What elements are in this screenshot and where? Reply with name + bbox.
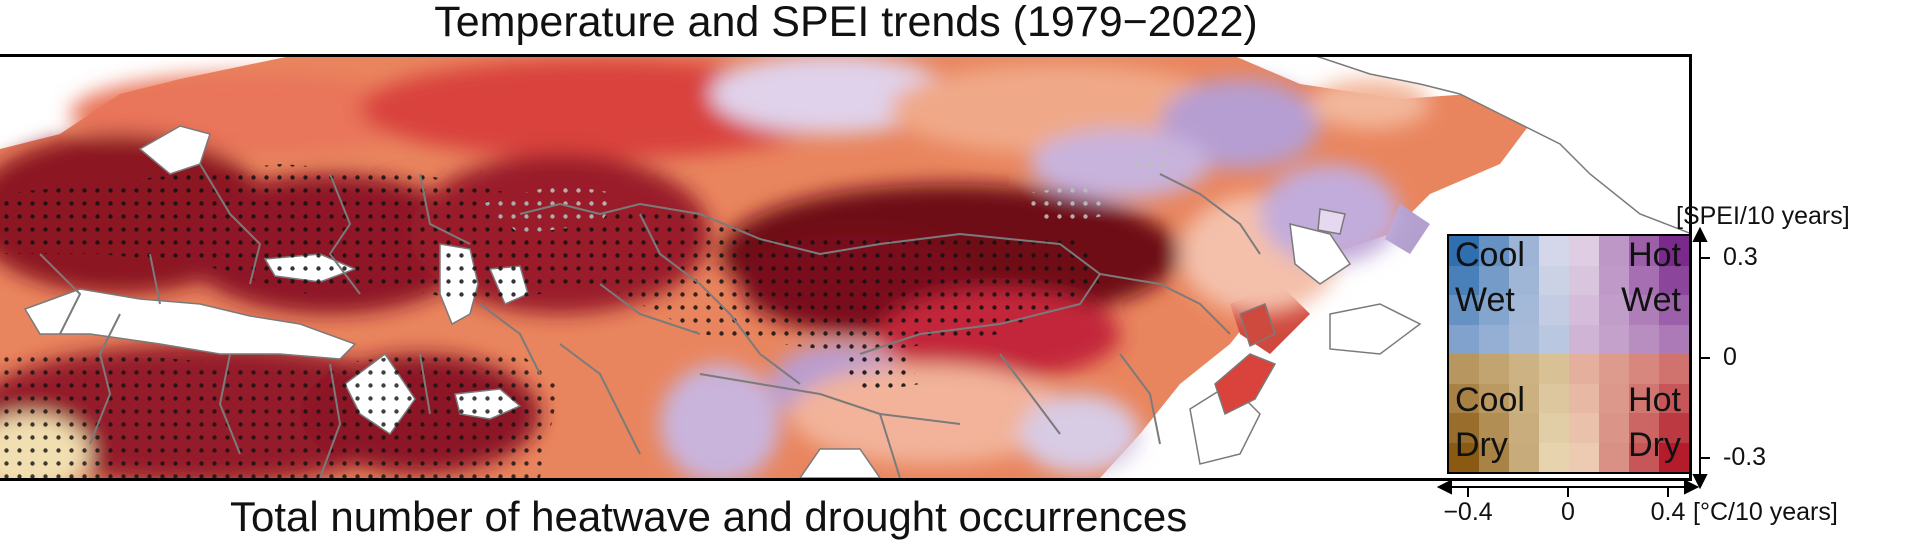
legend-cell (1539, 324, 1569, 354)
legend-cell (1569, 265, 1599, 295)
legend-cell (1449, 383, 1479, 413)
legend-cool-dry-label-1: Cool (1455, 381, 1525, 419)
legend-hot-wet-label-2: Wet (1621, 281, 1681, 319)
legend-cell (1659, 354, 1689, 384)
legend-cell (1509, 295, 1539, 325)
legend-hot-dry-label-1: Hot (1628, 381, 1681, 419)
legend-cell (1659, 442, 1689, 472)
legend-cell (1449, 295, 1479, 325)
legend-cell (1599, 442, 1629, 472)
legend-cell (1509, 324, 1539, 354)
legend-cell (1509, 413, 1539, 443)
legend-hot-wet-label-1: Hot (1628, 236, 1681, 274)
legend-x-tick-label: 0 (1561, 498, 1575, 526)
legend-y-tick-label: 0 (1723, 343, 1737, 371)
stippling (0, 149, 1180, 478)
legend-x-axis-arrow-left (1436, 479, 1452, 495)
legend-cell (1449, 442, 1479, 472)
legend-cell (1659, 413, 1689, 443)
legend-y-tick-label: 0.3 (1723, 243, 1758, 271)
legend-cell (1629, 442, 1659, 472)
legend-cell (1629, 383, 1659, 413)
legend-cell (1479, 442, 1509, 472)
legend-cell (1539, 265, 1569, 295)
legend-cell (1569, 354, 1599, 384)
legend-cell (1629, 413, 1659, 443)
legend-cell (1539, 413, 1569, 443)
legend-cell (1599, 413, 1629, 443)
legend-cell (1569, 442, 1599, 472)
legend-cell (1449, 413, 1479, 443)
legend-cool-dry-label-2: Dry (1455, 426, 1508, 464)
legend-cell (1659, 265, 1689, 295)
map-canvas (0, 54, 1692, 478)
legend-cool-wet-label-2: Wet (1455, 281, 1515, 319)
legend-cell (1449, 265, 1479, 295)
legend-cell (1599, 324, 1629, 354)
legend-cell (1479, 354, 1509, 384)
legend-cell (1659, 295, 1689, 325)
legend-color-grid (1447, 234, 1691, 474)
legend-cell (1539, 442, 1569, 472)
legend-hot-dry-label-2: Dry (1628, 426, 1681, 464)
legend-cell (1659, 236, 1689, 266)
legend-cell (1569, 324, 1599, 354)
legend-cell (1509, 383, 1539, 413)
legend-cell (1449, 324, 1479, 354)
legend-cell (1629, 354, 1659, 384)
legend-cell (1539, 236, 1569, 266)
legend-cell (1569, 236, 1599, 266)
legend-cell (1449, 236, 1479, 266)
legend-cell (1599, 354, 1629, 384)
legend-cell (1509, 236, 1539, 266)
legend-cell (1509, 442, 1539, 472)
legend-x-tick-label: 0.4 (1650, 498, 1686, 526)
legend-x-axis-label: [°C/10 years] (1693, 498, 1838, 526)
legend-cell (1599, 295, 1629, 325)
legend-cell (1479, 383, 1509, 413)
legend-cell (1539, 295, 1569, 325)
legend-cell (1629, 265, 1659, 295)
legend-y-axis-arrow-down (1692, 474, 1708, 490)
legend-cell (1479, 295, 1509, 325)
legend-x-tick-label: −0.4 (1443, 498, 1493, 526)
legend-cell (1599, 265, 1629, 295)
legend-cell (1509, 265, 1539, 295)
legend-y-axis-label: [SPEI/10 years] (1676, 202, 1850, 230)
legend-cell (1449, 354, 1479, 384)
figure-title: Temperature and SPEI trends (1979−2022) (434, 0, 1258, 46)
bivariate-legend: Cool Wet Hot Wet Cool Dry Hot Dry (1447, 234, 1691, 474)
bottom-title: Total number of heatwave and drought occ… (230, 493, 1188, 540)
legend-cell (1509, 354, 1539, 384)
legend-cell (1659, 324, 1689, 354)
legend-cell (1599, 236, 1629, 266)
legend-cell (1479, 324, 1509, 354)
legend-cell (1539, 383, 1569, 413)
legend-cell (1479, 413, 1509, 443)
trend-map (0, 54, 1692, 478)
legend-cell (1539, 354, 1569, 384)
japan-islands (1214, 208, 1346, 416)
legend-cell (1599, 383, 1629, 413)
legend-cell (1659, 383, 1689, 413)
legend-cell (1569, 295, 1599, 325)
legend-cell (1569, 413, 1599, 443)
legend-cell (1629, 236, 1659, 266)
country-borders (39, 163, 1261, 478)
legend-cell (1629, 324, 1659, 354)
legend-cell (1629, 295, 1659, 325)
legend-cool-wet-label-1: Cool (1455, 236, 1525, 274)
legend-cell (1479, 236, 1509, 266)
legend-x-axis-arrow-right (1684, 479, 1700, 495)
legend-cell (1569, 383, 1599, 413)
legend-cell (1479, 265, 1509, 295)
legend-y-tick-label: -0.3 (1723, 443, 1767, 471)
